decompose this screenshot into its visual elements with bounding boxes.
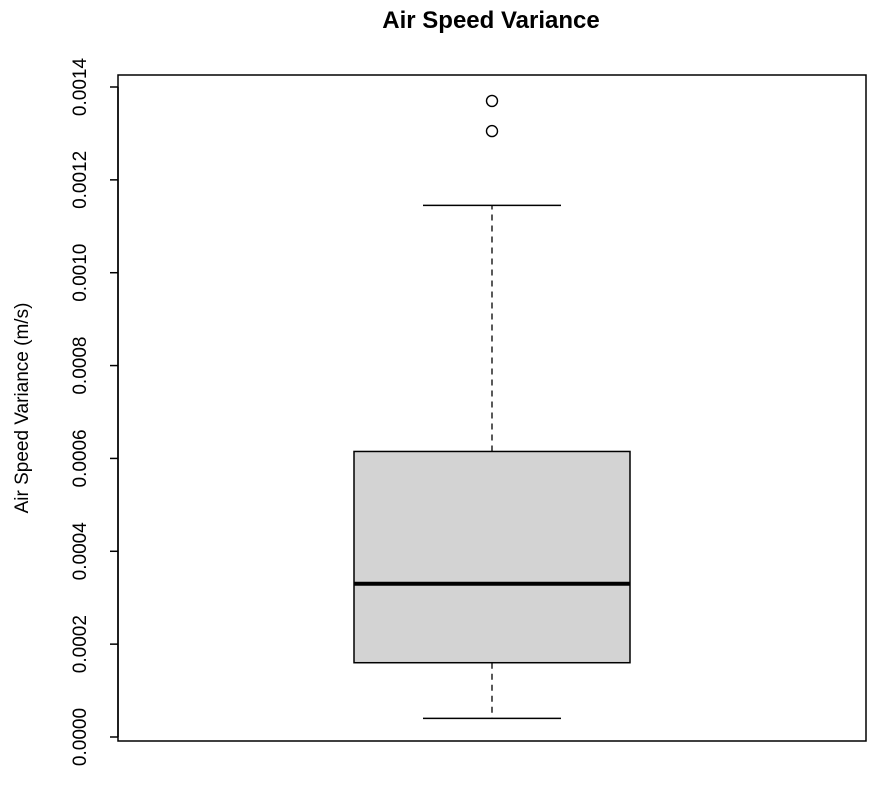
y-axis: 0.0000 0.0002 0.0004 0.0006 0.0008 0.0010 0.00…: [70, 58, 119, 766]
y-axis-label: Air Speed Variance (m/s): [12, 303, 33, 514]
outlier-point: [485, 94, 499, 108]
chart-title: Air Speed Variance: [382, 7, 599, 34]
y-tick-label: 0.0006: [70, 429, 91, 487]
plot-area: [353, 94, 631, 720]
y-tick-label: 0.0014: [70, 58, 91, 117]
outlier-point: [485, 124, 499, 138]
y-tick-label: 0.0010: [70, 244, 91, 302]
y-tick-label: 0.0000: [70, 708, 91, 766]
y-tick-label: 0.0002: [70, 615, 91, 673]
iqr-box: [353, 450, 631, 664]
y-tick-label: 0.0008: [70, 337, 91, 395]
y-tick-label: 0.0004: [70, 522, 91, 581]
y-tick-label: 0.0012: [70, 151, 91, 209]
